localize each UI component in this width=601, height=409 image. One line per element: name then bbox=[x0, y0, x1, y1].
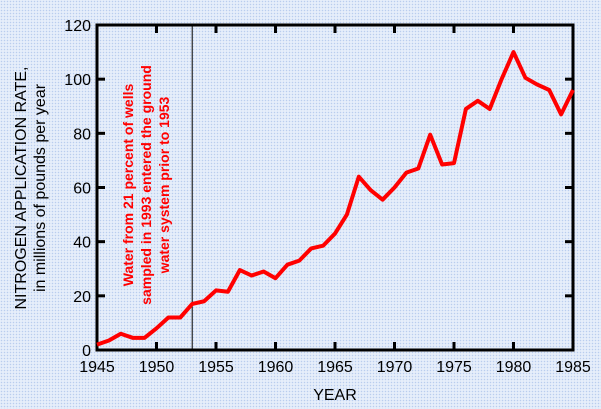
y-axis-sublabel: in millions of pounds per year bbox=[32, 83, 49, 292]
x-tick-label: 1970 bbox=[377, 359, 413, 376]
annotation-line-1: Water from 21 percent of wells bbox=[120, 84, 136, 287]
x-tick-label: 1960 bbox=[258, 359, 294, 376]
x-tick-label: 1985 bbox=[555, 359, 591, 376]
x-tick-label: 1965 bbox=[317, 359, 353, 376]
x-tick-label: 1945 bbox=[79, 359, 115, 376]
y-tick-label: 20 bbox=[73, 289, 91, 306]
marks bbox=[96, 25, 575, 350]
y-tick-label: 120 bbox=[64, 18, 91, 35]
x-tick-label: 1980 bbox=[496, 359, 532, 376]
axes: 0 20 40 60 80 100 120 1945 1950 1955 1960 1965 1970 1… bbox=[64, 18, 591, 376]
annotation-line-2: sampled in 1993 entered the ground bbox=[138, 65, 154, 305]
y-tick-label: 0 bbox=[82, 343, 91, 360]
y-tick-label: 40 bbox=[73, 235, 91, 252]
y-axis-label: NITROGEN APPLICATION RATE, bbox=[13, 67, 30, 310]
x-tick-label: 1955 bbox=[198, 359, 234, 376]
y-tick-label: 60 bbox=[73, 181, 91, 198]
annotation-line-3: water system prior to 1953 bbox=[156, 96, 172, 274]
y-tick-label: 100 bbox=[64, 72, 91, 89]
y-tick-label: 80 bbox=[73, 126, 91, 143]
x-tick-label: 1950 bbox=[139, 359, 175, 376]
x-tick-label: 1975 bbox=[436, 359, 472, 376]
labels: YEAR NITROGEN APPLICATION RATE, in milli… bbox=[13, 65, 357, 404]
x-axis-label: YEAR bbox=[313, 387, 357, 404]
